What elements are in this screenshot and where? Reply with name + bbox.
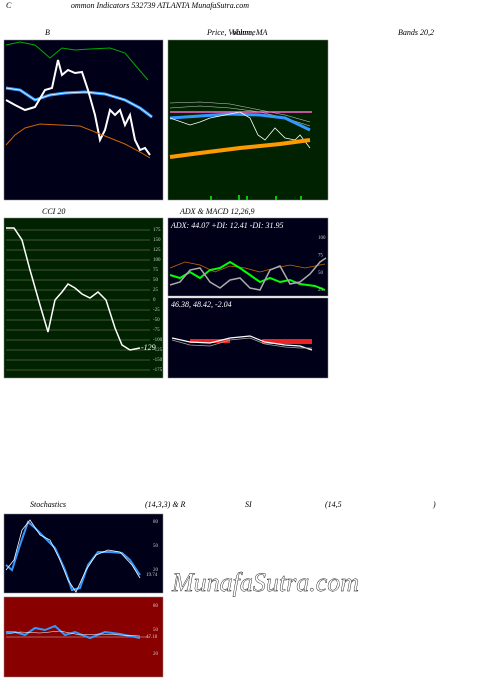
adx-title: ADX & MACD 12,26,9 (179, 207, 254, 216)
tick-label: 0 (153, 298, 156, 303)
cci-title: CCI 20 (42, 207, 65, 216)
cci-last: -129 (141, 343, 156, 352)
tick-label: 20 (153, 568, 159, 573)
price-panel (167, 39, 329, 201)
stoch-title: Stochastics (30, 500, 66, 509)
bb-title: B (45, 28, 50, 37)
bb-right: Bands 20,2 (398, 28, 434, 37)
rsi-last: 47.18 (146, 635, 158, 640)
bollinger-panel (3, 39, 164, 201)
tick-label: 50 (153, 544, 159, 549)
tick-label: 50 (153, 628, 159, 633)
tick-label: 25 (318, 288, 324, 293)
tick-label: -125 (153, 348, 163, 353)
tick-label: -150 (153, 358, 163, 363)
tick-label: 50 (318, 271, 324, 276)
tick-label: 100 (318, 236, 326, 241)
watermark: MunafaSutra.com (171, 568, 359, 597)
tick-label: 50 (153, 278, 159, 283)
tick-label: -175 (153, 368, 163, 373)
tick-label: 80 (153, 520, 159, 525)
tick-label: 175 (153, 228, 161, 233)
adx-panel: ADX: 44.07 +DI: 12.41 -DI: 31.95 (167, 217, 329, 297)
rsi-panel: 47.18 (3, 596, 164, 678)
rsi-params: (14,5 (325, 500, 342, 509)
rsi-close: ) (432, 500, 436, 509)
adx-label: ADX: 44.07 +DI: 12.41 -DI: 31.95 (170, 221, 284, 230)
cci-panel: -129 (3, 217, 164, 379)
stoch-params: (14,3,3) & R (145, 500, 186, 509)
tick-label: 75 (318, 253, 324, 258)
tick-label: 20 (153, 652, 159, 657)
tick-label: 125 (153, 248, 161, 253)
stoch-panel: 19.74 (3, 513, 164, 594)
rsi-title: SI (245, 500, 252, 509)
tick-label: -75 (153, 328, 160, 333)
header-title: ommon Indicators 532739 ATLANTA MunafaSu… (71, 1, 249, 10)
tick-label: 75 (153, 268, 159, 273)
price-title: Price, Volume, MA (206, 28, 268, 37)
tick-label: -25 (153, 308, 160, 313)
tick-label: 25 (153, 288, 159, 293)
header-c: C (6, 1, 12, 10)
price-overlay: Volume (232, 28, 256, 37)
macd-label: 46.38, 48.42, -2.04 (171, 300, 232, 309)
macd-panel: 46.38, 48.42, -2.04 (167, 297, 329, 379)
tick-label: 80 (153, 604, 159, 609)
stoch-last: 19.74 (146, 573, 158, 578)
tick-label: -50 (153, 318, 160, 323)
tick-label: 100 (153, 258, 161, 263)
tick-label: 150 (153, 238, 161, 243)
tick-label: -100 (153, 338, 163, 343)
